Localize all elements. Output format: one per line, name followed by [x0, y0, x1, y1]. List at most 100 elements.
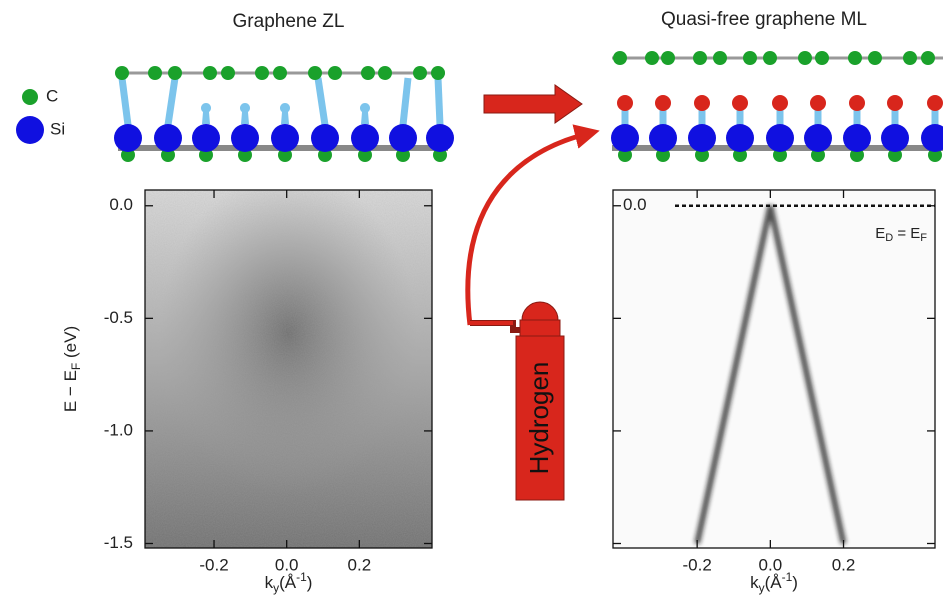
label-part: (eV) [61, 326, 80, 363]
atom [810, 95, 826, 111]
chart-title: Quasi-free graphene ML [661, 9, 867, 30]
y-tick-label: -1.5 [104, 533, 133, 552]
bond [399, 77, 412, 126]
atom [694, 95, 710, 111]
atom [881, 124, 909, 152]
label-part: ) [792, 573, 798, 592]
y-tick-label: -1.0 [104, 420, 133, 439]
atom [389, 124, 417, 152]
bottle-cap [521, 301, 559, 321]
annotation: ED = EF [875, 225, 927, 244]
label-part: ) [307, 573, 313, 592]
chart: Graphene ZL 0.0 -0.5 -1.0 -1.5 -0.2 0.0 0.2 ky(Å… [61, 11, 433, 595]
label-part: k [750, 573, 759, 592]
subscript: y [273, 581, 279, 595]
atom [351, 124, 379, 152]
atom [804, 124, 832, 152]
spectrum [613, 190, 935, 548]
label-part: k [265, 573, 274, 592]
atom [328, 66, 342, 80]
atom [815, 51, 829, 65]
atom [868, 51, 882, 65]
atom [308, 66, 322, 80]
dangling-bond [280, 103, 290, 124]
subscript: -1 [296, 570, 307, 584]
atom [221, 66, 235, 80]
bottle [515, 335, 565, 501]
atom [927, 95, 943, 111]
label-part: E [875, 225, 885, 242]
atom [713, 51, 727, 65]
y-tick-label: -0.5 [104, 308, 133, 327]
label-part: (Å [765, 573, 783, 592]
bottle-neck [519, 319, 561, 337]
chart-title: Graphene ZL [233, 11, 345, 32]
atom [168, 66, 182, 80]
bond [164, 77, 179, 126]
x-tick-label: 0.2 [832, 555, 856, 574]
noise [145, 190, 432, 548]
hydrogen-arrow [465, 124, 600, 326]
atom [413, 66, 427, 80]
atom [378, 66, 392, 80]
atom [231, 124, 259, 152]
atom [661, 51, 675, 65]
atom [848, 51, 862, 65]
structure-diagram: C Si Hydrogen [16, 51, 943, 501]
atom [361, 66, 375, 80]
atom [766, 124, 794, 152]
atom [255, 66, 269, 80]
atom [688, 124, 716, 152]
atom [921, 124, 943, 152]
atom [611, 124, 639, 152]
atom [743, 51, 757, 65]
x-tick-label: 0.0 [759, 555, 783, 574]
y-tick-label: 0.0 [109, 195, 133, 214]
atom [203, 66, 217, 80]
atom [693, 51, 707, 65]
atom [617, 95, 633, 111]
process-arrow [483, 84, 583, 124]
subscript: -1 [782, 570, 793, 584]
atom [426, 124, 454, 152]
atom [154, 124, 182, 152]
dangling-bond [240, 103, 250, 124]
plot-frame [144, 189, 433, 549]
label-part: E − E [61, 370, 80, 412]
dangling-bond [201, 103, 212, 124]
atom [798, 51, 812, 65]
legend-c-atom [22, 89, 38, 105]
subscript: F [69, 363, 83, 370]
atom [431, 66, 445, 80]
axis-label: ky(Å-1) [750, 570, 798, 595]
atom [655, 95, 671, 111]
atom [732, 95, 748, 111]
legend-si-atom [16, 116, 44, 144]
subscript: D [885, 232, 893, 244]
atom [887, 95, 903, 111]
atom [192, 124, 220, 152]
atom [921, 51, 935, 65]
atom [271, 124, 299, 152]
legend-si: Si [50, 119, 65, 138]
atom [763, 51, 777, 65]
atom [273, 66, 287, 80]
band-dispersion [694, 205, 847, 545]
zero-label: 0.0 [623, 195, 647, 214]
bond [434, 77, 444, 126]
x-tick-label: -0.2 [199, 555, 228, 574]
subscript: y [759, 581, 765, 595]
atom [114, 124, 142, 152]
atom [726, 124, 754, 152]
atom [903, 51, 917, 65]
atom [649, 124, 677, 152]
subscript: F [920, 232, 927, 244]
bond [118, 77, 132, 126]
legend-c: C [46, 86, 58, 105]
hydrogen-label: Hydrogen [524, 362, 554, 475]
chart: Quasi-free graphene ML-0.2 0.0 0.2ky(Å-1)0… [612, 9, 936, 595]
label-part: = E [893, 225, 920, 242]
x-tick-label: 0.0 [275, 555, 299, 574]
x-tick-label: 0.2 [348, 555, 372, 574]
